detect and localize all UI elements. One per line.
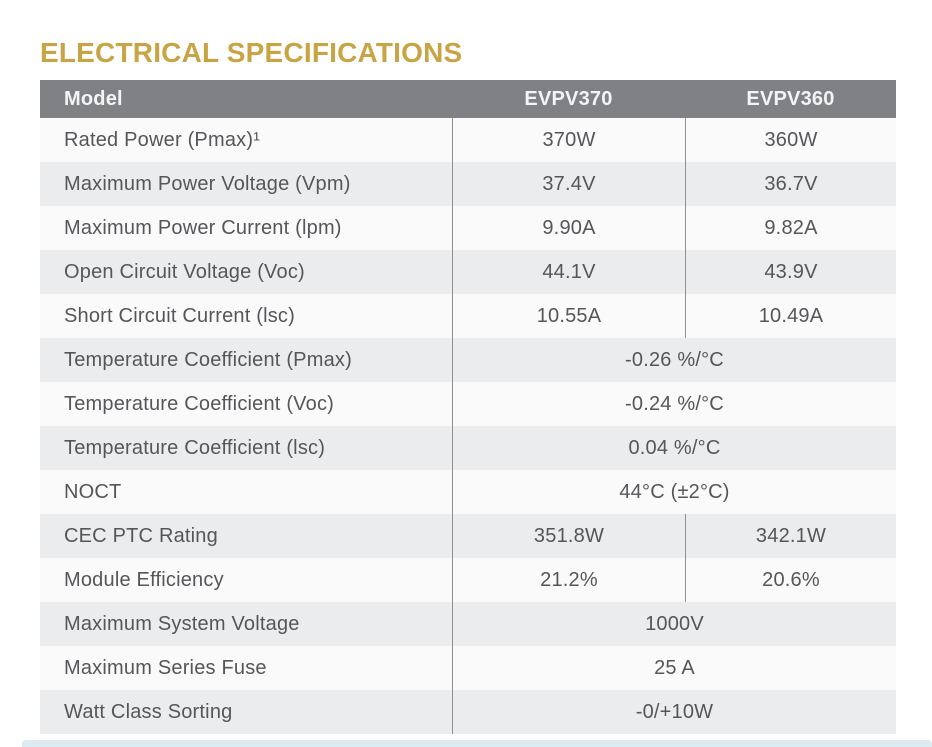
value-merged: -0/+10W [452, 690, 896, 734]
table-row: CEC PTC Rating 351.8W 342.1W [40, 514, 896, 558]
value-evpv360: 10.49A [685, 294, 896, 338]
value-merged: 0.04 %/°C [452, 426, 896, 470]
row-label: Module Efficiency [64, 568, 224, 591]
electrical-specifications-table: Model EVPV370 EVPV360 Rated Power (Pmax)… [40, 80, 896, 734]
next-section-top-edge [22, 740, 932, 747]
value-merged: -0.26 %/°C [452, 338, 896, 382]
row-label: Rated Power (Pmax)¹ [64, 128, 261, 151]
row-label: Temperature Coefficient (Voc) [64, 392, 334, 415]
table-row: Rated Power (Pmax)¹ 370W 360W [40, 118, 896, 162]
value-evpv370: 10.55A [452, 294, 685, 338]
row-label: Maximum Series Fuse [64, 656, 267, 679]
row-label: Maximum Power Current (lpm) [64, 216, 342, 239]
row-label: NOCT [64, 480, 122, 503]
table-body: Rated Power (Pmax)¹ 370W 360W Maximum Po… [40, 118, 896, 734]
header-cell-evpv360: EVPV360 [746, 87, 835, 110]
value-merged: 1000V [452, 602, 896, 646]
table-row: Open Circuit Voltage (Voc) 44.1V 43.9V [40, 250, 896, 294]
value-evpv370: 21.2% [452, 558, 685, 602]
section-title: ELECTRICAL SPECIFICATIONS [40, 37, 463, 68]
value-merged: -0.24 %/°C [452, 382, 896, 426]
table-row: Short Circuit Current (lsc) 10.55A 10.49… [40, 294, 896, 338]
table-row: Maximum System Voltage 1000V [40, 602, 896, 646]
row-label: Watt Class Sorting [64, 700, 233, 723]
row-label: CEC PTC Rating [64, 524, 218, 547]
value-evpv370: 44.1V [452, 250, 685, 294]
value-evpv370: 370W [452, 118, 685, 162]
value-evpv360: 36.7V [685, 162, 896, 206]
header-cell-model: Model [64, 87, 123, 110]
table-row: Maximum Series Fuse 25 A [40, 646, 896, 690]
table-row: Module Efficiency 21.2% 20.6% [40, 558, 896, 602]
value-evpv360: 43.9V [685, 250, 896, 294]
value-evpv360: 360W [685, 118, 896, 162]
value-evpv360: 342.1W [685, 514, 896, 558]
table-row: Watt Class Sorting -0/+10W [40, 690, 896, 734]
row-label: Temperature Coefficient (Pmax) [64, 348, 352, 371]
row-label: Maximum Power Voltage (Vpm) [64, 172, 351, 195]
table-row: Temperature Coefficient (Pmax) -0.26 %/°… [40, 338, 896, 382]
table-row: Maximum Power Voltage (Vpm) 37.4V 36.7V [40, 162, 896, 206]
row-label: Maximum System Voltage [64, 612, 300, 635]
table-row: NOCT 44°C (±2°C) [40, 470, 896, 514]
value-merged: 44°C (±2°C) [452, 470, 896, 514]
value-evpv360: 9.82A [685, 206, 896, 250]
row-label: Temperature Coefficient (lsc) [64, 436, 326, 459]
header-cell-evpv370: EVPV370 [524, 87, 613, 110]
table-row: Temperature Coefficient (Voc) -0.24 %/°C [40, 382, 896, 426]
table-row: Temperature Coefficient (lsc) 0.04 %/°C [40, 426, 896, 470]
row-label: Short Circuit Current (lsc) [64, 304, 295, 327]
value-evpv370: 37.4V [452, 162, 685, 206]
table-row: Maximum Power Current (lpm) 9.90A 9.82A [40, 206, 896, 250]
value-evpv370: 351.8W [452, 514, 685, 558]
value-merged: 25 A [452, 646, 896, 690]
value-evpv370: 9.90A [452, 206, 685, 250]
table-header-row: Model EVPV370 EVPV360 [40, 80, 896, 118]
row-label: Open Circuit Voltage (Voc) [64, 260, 305, 283]
value-evpv360: 20.6% [685, 558, 896, 602]
